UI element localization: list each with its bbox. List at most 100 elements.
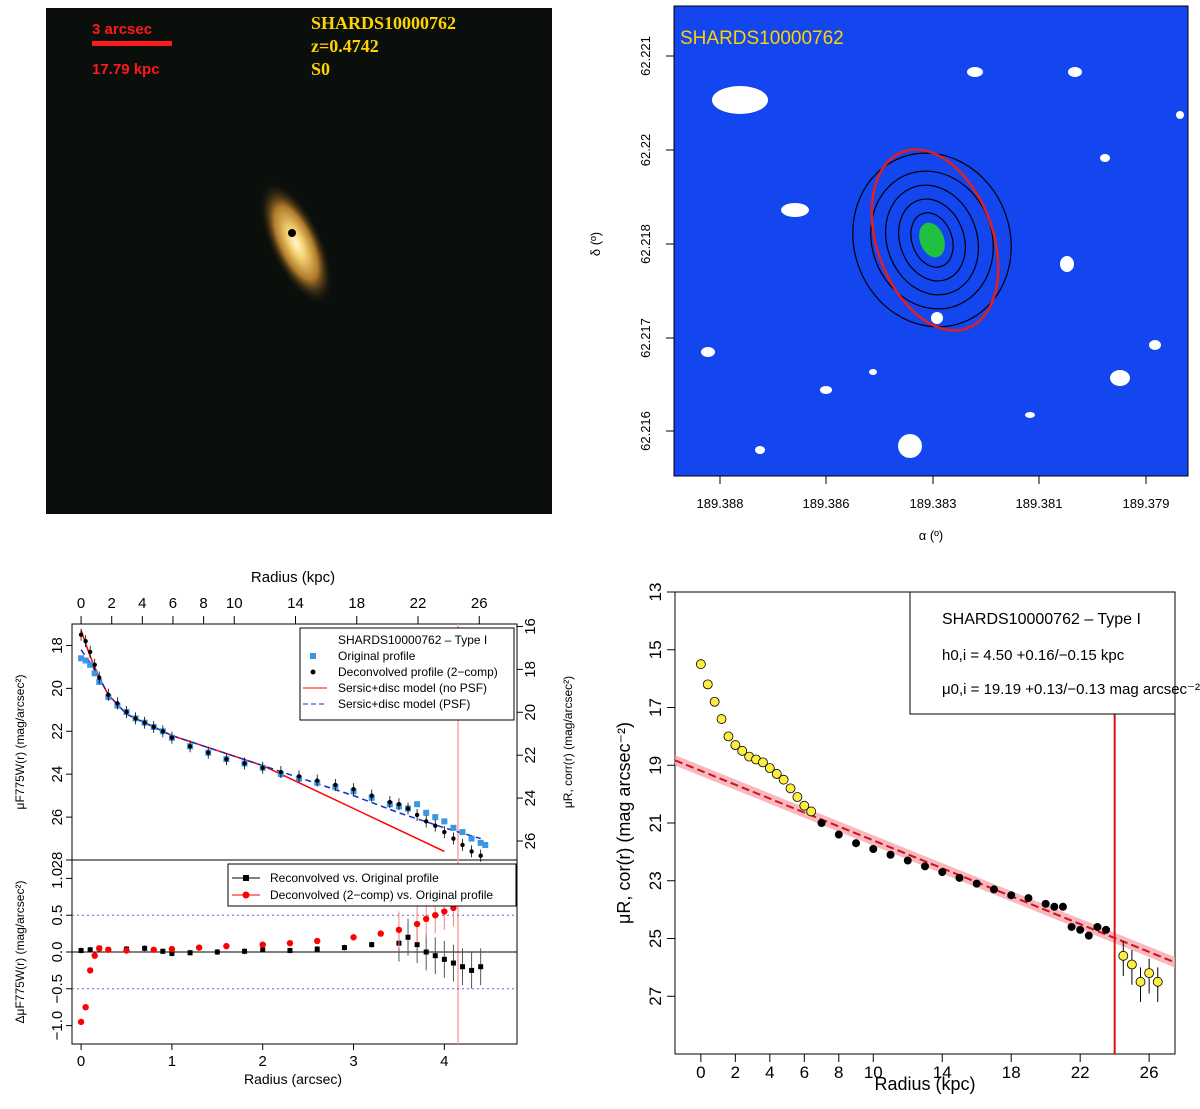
p3-right-ticks: 16 18 20 22 24 26 — [517, 618, 539, 849]
p4-yellow-point — [1118, 950, 1129, 961]
p3-original-point — [459, 829, 466, 836]
galaxy-blob — [259, 182, 333, 304]
p4-ylabel: μR, cor(r) (mag arcsec⁻²) — [614, 722, 634, 924]
svg-text:189.386: 189.386 — [803, 496, 850, 511]
p3-legend-entry-2: Sersic+disc model (no PSF) — [338, 681, 487, 695]
p3-original-point — [414, 801, 421, 808]
p3-reconv-point — [405, 934, 411, 940]
p4-yellow-point — [806, 806, 817, 817]
p3-original-point — [423, 809, 430, 816]
p3-deconv-point — [433, 823, 438, 828]
svg-text:189.388: 189.388 — [697, 496, 744, 511]
p3-reconv-point — [460, 964, 466, 970]
p3-deconv-point — [387, 799, 393, 805]
morph-type-label: S0 — [311, 59, 330, 79]
p3-deconv-point — [97, 675, 102, 680]
svg-text:189.379: 189.379 — [1123, 496, 1170, 511]
p4-disc-point — [989, 885, 998, 894]
p3-deconv-point — [414, 812, 420, 818]
p4-x-tick-label: 10 — [864, 1063, 883, 1082]
p4-disc-point — [817, 818, 826, 827]
p3-deconv-point — [478, 853, 483, 858]
p4-x-tick-label: 26 — [1140, 1063, 1159, 1082]
p3-deconv-res-point — [413, 920, 421, 928]
p3-deconv-point — [369, 793, 374, 798]
p3-deconv-res-point — [86, 967, 94, 974]
p3-deconv-res-point — [395, 926, 403, 934]
p3-deconv-res-point — [223, 942, 230, 950]
p3-deconv-res-point — [441, 908, 448, 915]
p3-deconv-res-point — [195, 944, 203, 951]
p4-disc-point — [920, 862, 929, 871]
p4-y-tick-label: 25 — [646, 929, 665, 948]
p3-deconv-point — [115, 701, 120, 706]
p3-reconv-point — [369, 942, 375, 948]
p4-yellow-point — [730, 740, 741, 750]
p4-yellow-point — [771, 769, 782, 779]
center-marker — [288, 229, 296, 237]
p3-deconv-point — [451, 836, 456, 841]
p3-reconv-point — [441, 956, 447, 962]
p3-deconv-res-point — [314, 937, 321, 945]
svg-text:189.383: 189.383 — [910, 496, 957, 511]
p4-yellow-point — [709, 696, 720, 707]
p4-disc-point — [886, 850, 895, 859]
p3-legend-title: SHARDS10000762 – Type I — [338, 633, 487, 647]
galaxy-image: 3 arcsec 17.79 kpc SHARDS10000762 z=0.47… — [46, 8, 552, 514]
p3-original-point — [482, 841, 489, 848]
p4-disc-point — [955, 873, 964, 882]
p3-reconv-point — [341, 945, 347, 951]
p3-bottom-tick-label: 4 — [440, 1053, 448, 1070]
p3-reconv-point — [169, 950, 175, 956]
p3-right-tick-label: 26 — [522, 833, 539, 850]
p4-xlabel: Radius (kpc) — [874, 1074, 975, 1094]
p3-res-tick-label: −0.5 — [49, 974, 66, 1004]
p3-res-tick-label: 1.0 — [49, 868, 66, 889]
p4-yellow-point — [1152, 976, 1163, 987]
p3-deconv-point — [160, 729, 166, 734]
p3-deconv-point — [187, 744, 193, 749]
p4-yellow-point — [702, 679, 713, 690]
p4-yellow-point — [695, 659, 706, 670]
p4-y-tick-label: 23 — [646, 871, 665, 890]
p3-left-tick-label: 28 — [49, 852, 66, 869]
p3-top-tick-label: 18 — [348, 595, 365, 612]
p3-deconv-point — [206, 750, 211, 755]
p3-reconv-point — [469, 967, 475, 973]
p3-top-tick-label: 22 — [410, 595, 427, 612]
p3-xlabel: Radius (arcsec) — [244, 1071, 342, 1087]
fit-ellipse — [870, 148, 1000, 332]
p3-top-xlabel: Radius (kpc) — [251, 569, 335, 586]
p3-deconv-point — [224, 756, 229, 762]
p3-bottom-tick-label: 2 — [259, 1053, 267, 1070]
p4-y-tick-label: 21 — [646, 814, 665, 833]
p3-deconv-point — [460, 842, 465, 848]
p3-deconv-res-point — [377, 930, 384, 937]
p4-disc-point — [1076, 925, 1085, 934]
p4-yellow-point — [1135, 976, 1146, 987]
p3-right-tick-label: 24 — [522, 790, 539, 807]
p3-deconv-res-point — [105, 946, 112, 953]
p4-disc-point — [1041, 899, 1050, 908]
p3-legend-entry-1: Deconvolved profile (2−comp) — [338, 665, 498, 679]
scale-kpc-label: 17.79 kpc — [92, 61, 160, 78]
p3-legend-swatch-original — [310, 653, 316, 659]
p3-reconv-point — [87, 947, 93, 953]
contour-xlabel: α (º) — [919, 528, 944, 543]
p3-deconv-point — [124, 709, 129, 715]
p3-deconv-point — [351, 787, 356, 792]
p4-yellow-point — [792, 792, 803, 802]
p4-disc-point — [834, 830, 843, 839]
contour-ylabel: δ (º) — [588, 232, 603, 256]
galaxy-id-label: SHARDS10000762 — [311, 13, 456, 33]
p4-yellow-point — [758, 757, 768, 768]
p3-top-tick-label: 8 — [199, 595, 207, 612]
p3-deconv-point — [151, 724, 156, 730]
p3-deconv-point — [133, 716, 138, 721]
p4-legend: SHARDS10000762 – Type I h0,i = 4.50 +0.1… — [909, 591, 1200, 715]
p3-deconv-res-point — [286, 939, 294, 947]
p3-deconv-res-point — [96, 945, 103, 952]
contour-galaxy-label: SHARDS10000762 — [680, 28, 844, 49]
p3-reconv-point — [214, 949, 220, 955]
p3-top-tick-label: 0 — [77, 595, 85, 612]
